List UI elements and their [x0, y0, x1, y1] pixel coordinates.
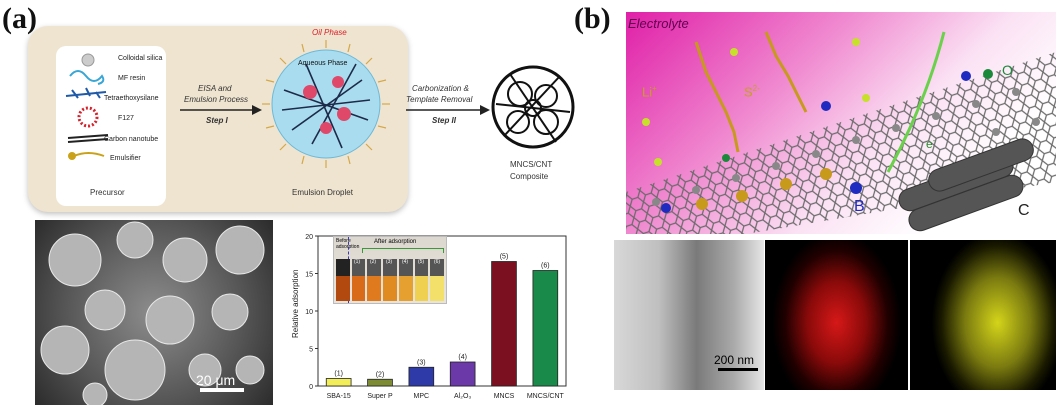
precursor-item-6: Emulsifier	[110, 155, 141, 162]
oxygen-label: O	[1002, 62, 1013, 78]
precursor-item-5: Carbon nanotube	[104, 136, 159, 143]
precursor-item-1: Colloidal silica	[118, 55, 163, 62]
vial-3	[383, 259, 397, 301]
step2-label: Step II	[432, 116, 457, 125]
inset-after-label: After adsorption	[374, 239, 417, 245]
y-tick-label-0: 0	[309, 384, 313, 391]
y-tick-label-1: 5	[309, 347, 313, 354]
inset-before-label: Before adsorption	[336, 238, 360, 250]
precursor-item-4: F127	[118, 115, 134, 122]
category-label-1: Super P	[367, 393, 393, 400]
vial-label-5: (5)	[417, 259, 425, 265]
vial-labels: (1) (2) (3) (4) (5) (6)	[350, 259, 444, 265]
elemental-map-yellow	[910, 240, 1056, 390]
category-label-4: MNCS	[494, 393, 515, 400]
graphene-illustration: Electrolyte Li+ S2- e- O B C	[626, 12, 1056, 234]
step2-arrow	[406, 105, 490, 115]
precursor-icons	[65, 53, 109, 160]
precursor-caption: Precursor	[90, 188, 125, 197]
step1-text-top: EISA and	[198, 84, 232, 93]
boron-label: B	[854, 198, 865, 215]
bar-2	[408, 366, 435, 387]
adsorption-chart: (1) (2) (3) (4) (5) (6) 0 5 10 15 20 SBA-15 Super P…	[291, 234, 567, 400]
bar-label-0: (1)	[334, 371, 343, 378]
chart-bars: (1) (2) (3) (4) (5) (6)	[325, 254, 559, 387]
tem-scale-label: 200 nm	[714, 353, 755, 367]
chart-ticks: 0 5 10 15 20 SBA-15 Super P MPC Al₂O₃ MNCS MNCS/CN…	[305, 234, 564, 400]
precursor-item-3: Tetraethoxysilane	[104, 95, 159, 102]
vial-0	[336, 259, 350, 301]
vial-label-6: (6)	[433, 259, 441, 265]
panel-a-label: (a)	[2, 2, 37, 35]
composite-caption-2: Composite	[510, 172, 549, 181]
vial-label-3: (3)	[385, 259, 393, 265]
step1-label: Step I	[206, 116, 228, 125]
electron-label: e-	[926, 136, 935, 151]
li-ion-label: Li+	[642, 84, 657, 99]
vials-inset: Before adsorption After adsorption (1) (…	[333, 236, 447, 304]
s-sup: 2-	[752, 84, 760, 93]
panel-b-label: (b)	[574, 2, 611, 35]
e-text: e	[926, 137, 933, 151]
category-label-3: Al₂O₃	[454, 393, 471, 400]
oil-phase-label: Oil Phase	[312, 28, 347, 37]
bar-4	[491, 261, 517, 387]
bar-1	[367, 378, 393, 387]
category-label-2: MPC	[414, 393, 430, 400]
inset-after-bracket	[362, 248, 444, 253]
elemental-map-red	[765, 240, 908, 390]
step2-text-top: Carbonization &	[412, 84, 469, 93]
bar-3	[449, 361, 476, 387]
droplet-caption: Emulsion Droplet	[292, 188, 353, 197]
y-tick-label-3: 15	[305, 272, 313, 279]
vial-1	[351, 259, 366, 301]
category-label-5: MNCS/CNT	[527, 393, 565, 400]
step1-arrow	[180, 105, 262, 115]
composite-sphere	[491, 65, 575, 149]
aqueous-phase-label: Aqueous Phase	[298, 60, 348, 67]
bar-label-1: (2)	[376, 371, 385, 378]
li-sup: +	[652, 84, 657, 93]
step2-text-mid: Template Removal	[406, 95, 473, 104]
chart-ylabel: Relative adsorption	[291, 270, 300, 338]
bar-5	[532, 270, 559, 387]
category-label-0: SBA-15	[327, 393, 351, 400]
tem-scale-bar	[718, 368, 758, 371]
bar-label-4: (5)	[500, 254, 509, 261]
vial-6	[430, 259, 445, 301]
step1-text-mid: Emulsion Process	[184, 95, 249, 104]
vial-2	[367, 259, 382, 301]
electrolyte-label: Electrolyte	[628, 16, 689, 31]
vial-label-4: (4)	[401, 259, 409, 265]
s-text: S	[744, 84, 753, 100]
bar-label-5: (6)	[541, 263, 550, 270]
bar-label-2: (3)	[417, 359, 426, 366]
sem-scale-label: 20 μm	[196, 372, 236, 388]
e-sup: -	[932, 136, 936, 145]
carbon-label: C	[1018, 202, 1030, 219]
polysulfide-label: S2-	[744, 84, 760, 99]
y-tick-label-4: 20	[305, 234, 313, 241]
vial-label-2: (2)	[369, 259, 377, 265]
vial-4	[398, 259, 413, 301]
bar-label-3: (4)	[458, 354, 467, 361]
vials-row	[336, 259, 445, 301]
vial-5	[414, 259, 429, 301]
sem-scale-bar	[200, 388, 244, 392]
sem-image	[35, 220, 273, 405]
li-text: Li	[642, 84, 653, 100]
emulsion-droplet	[262, 40, 390, 168]
vial-label-1: (1)	[353, 259, 361, 265]
composite-caption-1: MNCS/CNT	[510, 160, 553, 169]
bar-0	[325, 378, 352, 387]
tem-image: 200 nm	[614, 240, 764, 390]
precursor-item-2: MF resin	[118, 75, 146, 82]
y-tick-label-2: 10	[305, 309, 313, 316]
